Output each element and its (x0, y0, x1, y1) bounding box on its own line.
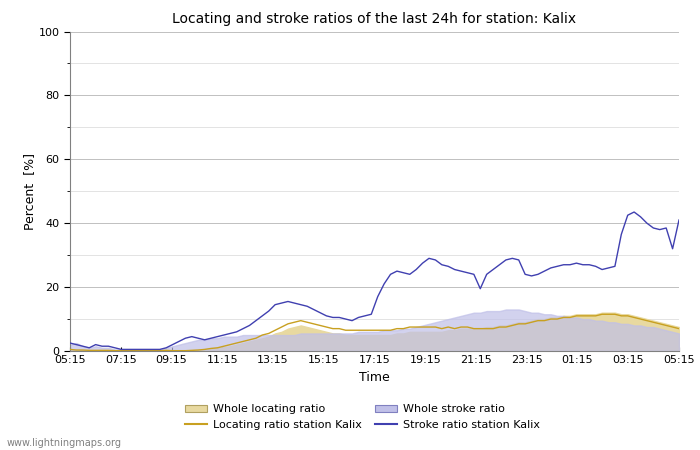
Y-axis label: Percent  [%]: Percent [%] (23, 153, 36, 230)
Title: Locating and stroke ratios of the last 24h for station: Kalix: Locating and stroke ratios of the last 2… (172, 12, 577, 26)
Text: www.lightningmaps.org: www.lightningmaps.org (7, 438, 122, 448)
X-axis label: Time: Time (359, 371, 390, 384)
Legend: Whole locating ratio, Locating ratio station Kalix, Whole stroke ratio, Stroke r: Whole locating ratio, Locating ratio sta… (186, 405, 540, 430)
